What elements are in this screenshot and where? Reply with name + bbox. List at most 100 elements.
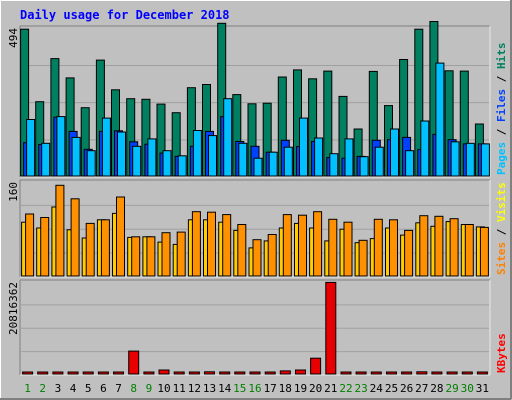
day-label-2: 2 <box>39 382 46 395</box>
kbytes-bar-kbytes-day-12 <box>188 371 200 375</box>
legend-item-kbytes: KBytes <box>495 333 508 373</box>
kbytes-bar-kbytes-day-6 <box>97 371 109 375</box>
kbytes-bar-kbytes-day-29 <box>446 371 458 375</box>
day-label-26: 26 <box>400 382 413 395</box>
visits-bar-sites-day-12 <box>191 211 201 277</box>
hits-bar-pages-day-15 <box>238 142 248 177</box>
day-label-18: 18 <box>279 382 292 395</box>
hits-bar-pages-day-18 <box>283 146 293 177</box>
day-label-10: 10 <box>157 382 170 395</box>
hits-bar-pages-day-26 <box>405 150 415 177</box>
hits-bar-pages-day-30 <box>465 142 475 177</box>
kbytes-bar-kbytes-day-21 <box>325 281 337 375</box>
visits-bar-sites-day-20 <box>313 211 323 277</box>
visits-bar-sites-day-5 <box>85 222 95 277</box>
hits-bar-pages-day-4 <box>71 136 81 177</box>
day-label-27: 27 <box>415 382 428 395</box>
hits-bar-pages-day-22 <box>344 138 354 177</box>
visits-bar-sites-day-15 <box>237 224 247 277</box>
day-label-7: 7 <box>115 382 122 395</box>
kbytes-bar-kbytes-day-22 <box>340 371 352 375</box>
kbytes-ymax-label: 20816362 <box>7 282 20 335</box>
visits-bar-sites-day-23 <box>358 239 368 277</box>
hits-bar-pages-day-14 <box>223 98 233 177</box>
hits-panel: 494 Pages / Files / Hits <box>7 21 508 178</box>
day-label-13: 13 <box>203 382 216 395</box>
visits-ymax-label: 160 <box>7 182 20 202</box>
hits-bar-pages-day-10 <box>162 150 172 177</box>
day-label-14: 14 <box>218 382 232 395</box>
day-label-6: 6 <box>100 382 107 395</box>
legend-item-hits: Hits <box>495 43 508 70</box>
visits-bar-sites-day-1 <box>25 213 35 277</box>
hits-bar-pages-day-7 <box>117 131 126 177</box>
chart-title: Daily usage for December 2018 <box>20 8 230 22</box>
visits-bar-sites-day-24 <box>373 218 383 277</box>
visits-bar-sites-day-27 <box>419 215 429 277</box>
kbytes-bar-kbytes-day-19 <box>295 369 306 375</box>
day-labels: 1 2 3 4 5 6 7 8 9 10 11 12 13 14 15 16 17 18 19 20 21 22 23 24 2… <box>24 382 489 395</box>
kbytes-bar-kbytes-day-27 <box>416 371 428 375</box>
kbytes-bar-kbytes-day-16 <box>249 371 261 375</box>
hits-bar-pages-day-16 <box>253 157 263 177</box>
visits-bar-sites-day-26 <box>404 229 414 277</box>
day-label-4: 4 <box>70 382 77 395</box>
visits-legend: Sites / Visits <box>495 182 508 275</box>
visits-bar-sites-day-14 <box>222 214 232 277</box>
kbytes-bar-kbytes-day-31 <box>476 371 488 375</box>
kbytes-bar-kbytes-day-13 <box>204 371 215 375</box>
visits-bar-sites-day-29 <box>449 218 459 277</box>
visits-bar-sites-day-7 <box>116 196 125 277</box>
day-label-17: 17 <box>264 382 277 395</box>
hits-bar-pages-day-17 <box>268 151 278 177</box>
kbytes-bar-kbytes-day-26 <box>401 371 413 375</box>
legend-separator: / <box>495 222 508 242</box>
hits-bar-pages-day-29 <box>450 141 460 177</box>
hits-bar-pages-day-23 <box>359 156 369 177</box>
kbytes-bar-kbytes-day-14 <box>219 371 231 375</box>
legend-item-files: Files <box>495 89 508 122</box>
visits-bar-sites-day-30 <box>464 224 474 277</box>
day-label-9: 9 <box>146 382 153 395</box>
day-label-8: 8 <box>130 382 137 395</box>
hits-bar-pages-day-19 <box>299 117 308 177</box>
kbytes-legend: KBytes <box>495 333 508 373</box>
hits-bar-pages-day-27 <box>420 120 430 177</box>
hits-bar-pages-day-8 <box>132 145 142 177</box>
kbytes-bar-kbytes-day-17 <box>264 371 276 375</box>
visits-bar-sites-day-11 <box>176 231 186 277</box>
kbytes-panel: 20816362 KBytes <box>7 279 508 376</box>
hits-bar-pages-day-13 <box>208 135 217 177</box>
visits-bar-sites-day-28 <box>434 215 444 277</box>
hits-bar-pages-day-5 <box>86 150 96 177</box>
visits-bar-sites-day-19 <box>298 214 307 277</box>
visits-bar-sites-day-22 <box>343 221 353 277</box>
kbytes-bar-kbytes-day-30 <box>461 371 473 375</box>
hits-bar-pages-day-28 <box>435 62 445 177</box>
hits-bar-pages-day-6 <box>101 117 111 177</box>
visits-bar-sites-day-21 <box>328 218 338 277</box>
hits-bar-pages-day-12 <box>192 130 202 177</box>
visits-bar-sites-day-31 <box>479 226 489 277</box>
kbytes-bar-kbytes-day-2 <box>37 371 49 375</box>
day-label-31: 31 <box>476 382 489 395</box>
visits-panel: 160 Sites / Visits <box>7 179 508 278</box>
kbytes-bar-kbytes-day-28 <box>431 371 443 375</box>
visits-bar-sites-day-8 <box>131 236 141 277</box>
hits-bar-pages-day-21 <box>329 153 339 177</box>
legend-item-visits: Visits <box>495 182 508 222</box>
kbytes-bar-kbytes-day-7 <box>113 371 124 375</box>
day-label-21: 21 <box>324 382 337 395</box>
hits-bar-pages-day-2 <box>41 142 51 177</box>
hits-bar-pages-day-20 <box>314 137 324 177</box>
kbytes-bar-kbytes-day-5 <box>82 371 94 375</box>
day-label-30: 30 <box>461 382 474 395</box>
day-label-15: 15 <box>233 382 246 395</box>
day-label-12: 12 <box>188 382 201 395</box>
kbytes-bar-kbytes-day-8 <box>128 350 140 375</box>
kbytes-bar-kbytes-day-1 <box>22 371 34 375</box>
hits-bar-pages-day-11 <box>177 155 187 177</box>
kbytes-bar-kbytes-day-25 <box>386 371 397 375</box>
legend-separator: / <box>495 122 508 142</box>
